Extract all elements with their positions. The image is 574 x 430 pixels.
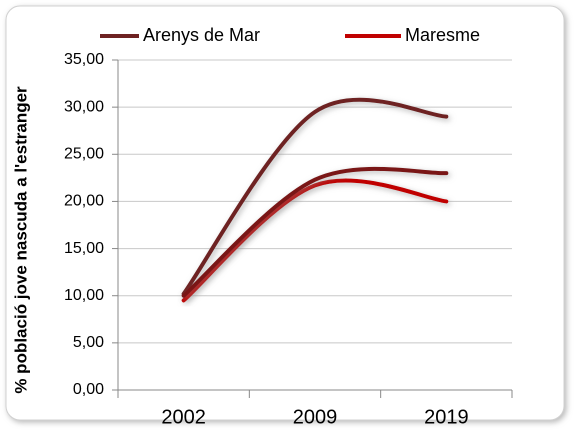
x-tick-label: 2009: [293, 406, 338, 428]
x-tick-label: 2002: [161, 406, 206, 428]
series-line: [181, 97, 449, 296]
series-line: [181, 166, 449, 298]
y-tick-label: 10,00: [64, 287, 104, 304]
y-tick-label: 20,00: [64, 193, 104, 210]
y-tick-label: 25,00: [64, 146, 104, 163]
legend-label: Arenys de Mar: [143, 25, 260, 45]
series-line: [181, 178, 449, 303]
y-tick-label: 30,00: [64, 98, 104, 115]
y-tick-label: 15,00: [64, 240, 104, 257]
y-tick-label: 5,00: [73, 334, 104, 351]
chart-frame: [5, 5, 565, 421]
legend-label: Maresme: [405, 25, 480, 45]
y-tick-label: 35,00: [64, 51, 104, 68]
x-tick-label: 2019: [424, 406, 469, 428]
y-tick-label: 0,00: [73, 381, 104, 398]
y-axis-label: % població jove nascuda a l'estranger: [11, 86, 30, 394]
